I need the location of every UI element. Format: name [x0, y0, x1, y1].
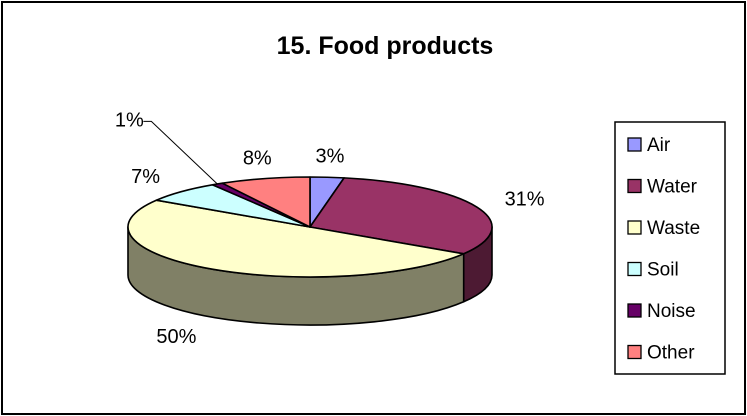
- data-label-waste: 50%: [156, 326, 196, 348]
- legend-swatch-waste: [627, 220, 642, 235]
- legend-label-air: Air: [647, 135, 671, 156]
- legend-swatch-noise: [627, 303, 642, 318]
- legend-label-other: Other: [647, 343, 695, 364]
- legend-swatch-air: [627, 137, 642, 152]
- legend-swatch-soil: [627, 261, 642, 277]
- data-label-noise: 1%: [115, 109, 144, 131]
- legend-label-noise: Noise: [647, 301, 696, 322]
- pie-slice-other: [221, 176, 311, 228]
- pie-slices: [127, 176, 493, 278]
- pie-sides: [127, 226, 493, 326]
- legend-label-water: Water: [647, 177, 698, 198]
- legend-label-soil: Soil: [647, 260, 679, 281]
- legend-items: Air Water Waste Soil Noise Other: [627, 135, 700, 364]
- legend-label-waste: Waste: [647, 218, 700, 239]
- pie-slice-waste: [127, 199, 465, 278]
- leader-line-noise: [143, 120, 218, 185]
- legend-box: [614, 121, 726, 375]
- leader-lines: [143, 120, 218, 185]
- data-label-air: 3%: [315, 145, 344, 167]
- data-label-water: 31%: [505, 188, 545, 210]
- data-label-other: 8%: [243, 147, 272, 169]
- legend-swatch-water: [627, 178, 642, 194]
- data-label-soil: 7%: [131, 166, 160, 188]
- chart-title: 15. Food products: [277, 32, 494, 60]
- legend: Air Water Waste Soil Noise Other: [614, 121, 726, 375]
- legend-swatch-other: [627, 344, 642, 360]
- data-labels: 3% 31% 50% 7% 1% 8%: [115, 109, 545, 347]
